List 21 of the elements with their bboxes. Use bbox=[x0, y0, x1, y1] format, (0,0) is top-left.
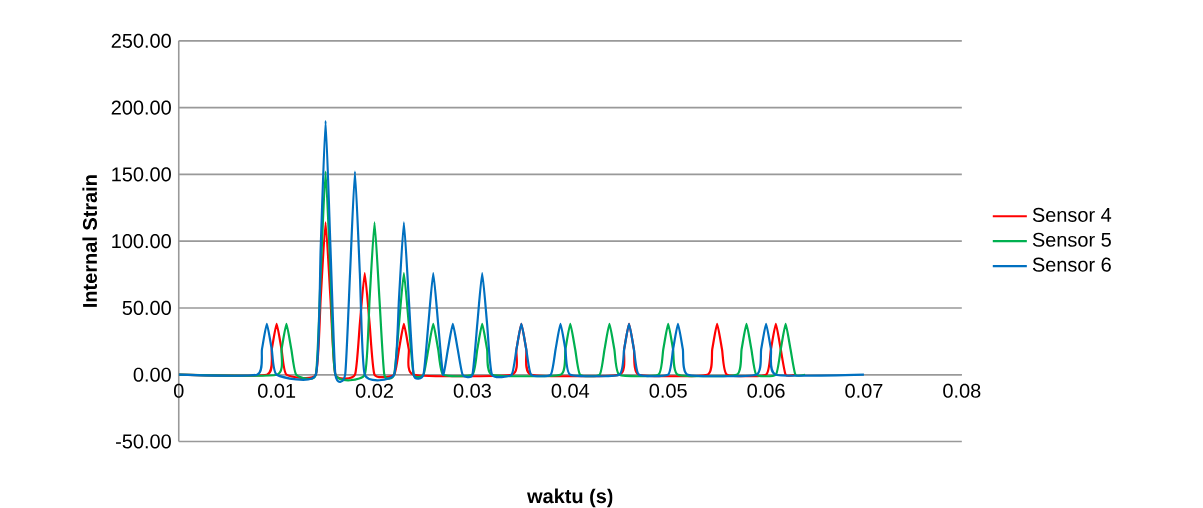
x-tick-label: 0.06 bbox=[747, 383, 785, 398]
y-tick-label: 200.00 bbox=[111, 100, 171, 115]
y-axis-title: Internal Strain bbox=[82, 175, 98, 307]
x-tick-label: 0.08 bbox=[943, 383, 981, 398]
y-tick-label: 250.00 bbox=[111, 33, 171, 48]
x-axis-title: waktu (s) bbox=[527, 488, 613, 507]
x-tick-label: 0.01 bbox=[258, 383, 296, 398]
x-tick-label: 0.07 bbox=[845, 383, 883, 398]
legend-label: Sensor 4 bbox=[1032, 207, 1112, 222]
y-tick-label: -50.00 bbox=[116, 434, 171, 449]
y-tick-label: 100.00 bbox=[112, 233, 171, 249]
y-tick-label: 0.00 bbox=[133, 367, 171, 382]
x-tick-label: 0.05 bbox=[649, 383, 687, 398]
x-tick-label: 0 bbox=[173, 383, 184, 398]
y-tick-label: 50.00 bbox=[122, 300, 171, 315]
x-tick-label: 0.02 bbox=[355, 383, 393, 398]
legend-label: Sensor 5 bbox=[1032, 232, 1111, 247]
y-tick-label: 150.00 bbox=[112, 167, 171, 182]
x-tick-label: 0.04 bbox=[551, 383, 590, 398]
legend-label: Sensor 6 bbox=[1032, 257, 1111, 272]
x-tick-label: 0.03 bbox=[453, 383, 491, 398]
